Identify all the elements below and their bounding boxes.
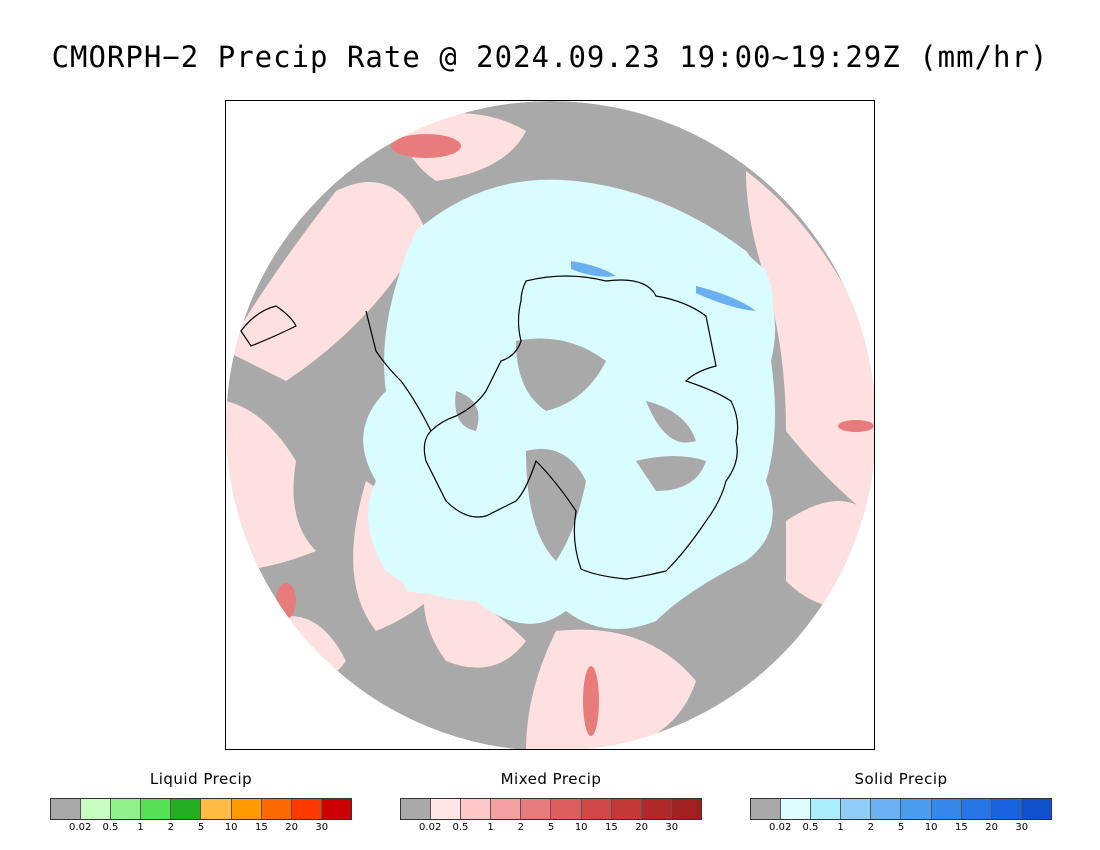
- legend-title: Mixed Precip: [500, 770, 602, 788]
- legend-swatch: [321, 799, 351, 819]
- legend-tick-label: 1: [137, 822, 144, 833]
- legend-tick-label: 2: [867, 822, 874, 833]
- legend-tick-label: 2: [517, 822, 524, 833]
- legend-tick-label: 5: [197, 822, 205, 833]
- legend-swatch: [991, 799, 1022, 819]
- legend-tick-label: 0.5: [102, 822, 119, 833]
- legend-tick-label: 5: [897, 822, 905, 833]
- legend-swatches: [750, 798, 1052, 820]
- legend-swatch: [431, 799, 462, 819]
- solid-precip-moderate: [571, 261, 756, 311]
- legend-ticks: 0.02 0.5 1 2 5 10 15 20 30: [750, 820, 1052, 834]
- precip-map[interactable]: [225, 100, 875, 750]
- legend-swatches: [50, 798, 352, 820]
- legend-swatch: [491, 799, 522, 819]
- legend-swatch: [51, 799, 82, 819]
- legend-swatch: [751, 799, 782, 819]
- south-america-coastline: [240, 305, 297, 347]
- legend-swatch: [201, 799, 232, 819]
- legend-swatches: [400, 798, 702, 820]
- legend-ticks: 0.02 0.5 1 2 5 10 15 20 30: [400, 820, 702, 834]
- legend-tick-label: 15: [605, 822, 618, 833]
- legend-tick-label: 0.5: [452, 822, 469, 833]
- legend-swatch: [461, 799, 492, 819]
- legend-swatch: [81, 799, 112, 819]
- legend-tick-label: 1: [837, 822, 844, 833]
- antarctica-coastline: [423, 275, 739, 580]
- legend-swatch: [901, 799, 932, 819]
- legend-swatch: [641, 799, 672, 819]
- legend-swatch: [931, 799, 962, 819]
- legend-tick-label: 0.5: [802, 822, 819, 833]
- legend-swatch: [231, 799, 262, 819]
- legend-title: Solid Precip: [854, 770, 948, 788]
- legend-swatch: [871, 799, 902, 819]
- legend-swatch: [1021, 799, 1051, 819]
- legend-swatch: [141, 799, 172, 819]
- legend-tick-label: 15: [255, 822, 268, 833]
- legend-tick-label: 2: [167, 822, 174, 833]
- legend-tick-label: 30: [665, 822, 679, 833]
- legend-tick-label: 20: [635, 822, 648, 833]
- legend-swatch: [551, 799, 582, 819]
- legend-swatch: [171, 799, 202, 819]
- solid-precip-areas: [363, 179, 776, 630]
- map-disc: [226, 101, 874, 749]
- legend-swatch: [261, 799, 292, 819]
- legend-tick-label: 0.02: [769, 822, 792, 833]
- legend-tick-label: 30: [1015, 822, 1029, 833]
- antarctic-peninsula-coastline: [365, 310, 432, 432]
- legend-mixed: Mixed Precip 0.02 0.5 1 2 5 10 15 20 30: [400, 770, 702, 834]
- legend-swatch: [611, 799, 642, 819]
- legend-solid: Solid Precip 0.02 0.5 1 2 5 10 15 20 30: [750, 770, 1052, 834]
- legend-tick-label: 5: [547, 822, 555, 833]
- legend-title: Liquid Precip: [149, 770, 253, 788]
- legend-liquid: Liquid Precip 0.02 0.5 1 2 5 10 15 20 30: [50, 770, 352, 834]
- legend-swatch: [671, 799, 701, 819]
- legend-tick-label: 1: [487, 822, 494, 833]
- legend-tick-label: 15: [955, 822, 968, 833]
- legend-swatch: [841, 799, 872, 819]
- legend-tick-label: 20: [285, 822, 298, 833]
- legend-tick-label: 30: [315, 822, 329, 833]
- legend-tick-label: 10: [574, 822, 588, 833]
- legend-swatch: [581, 799, 612, 819]
- legend-swatch: [521, 799, 552, 819]
- legend-tick-label: 0.02: [419, 822, 442, 833]
- legend-swatch: [401, 799, 432, 819]
- legend-tick-label: 10: [224, 822, 238, 833]
- legend-tick-label: 0.02: [69, 822, 92, 833]
- legend-tick-label: 20: [985, 822, 998, 833]
- legend-tick-label: 10: [924, 822, 938, 833]
- legend-swatch: [961, 799, 992, 819]
- legend-ticks: 0.02 0.5 1 2 5 10 15 20 30: [50, 820, 352, 834]
- map-title: CMORPH−2 Precip Rate @ 2024.09.23 19:00~…: [51, 40, 1049, 74]
- polar-map-svg: [226, 101, 874, 749]
- legend-swatch: [291, 799, 322, 819]
- legend-swatch: [811, 799, 842, 819]
- legend-swatch: [781, 799, 812, 819]
- legend-swatch: [111, 799, 142, 819]
- no-precip-streaks: [455, 338, 706, 561]
